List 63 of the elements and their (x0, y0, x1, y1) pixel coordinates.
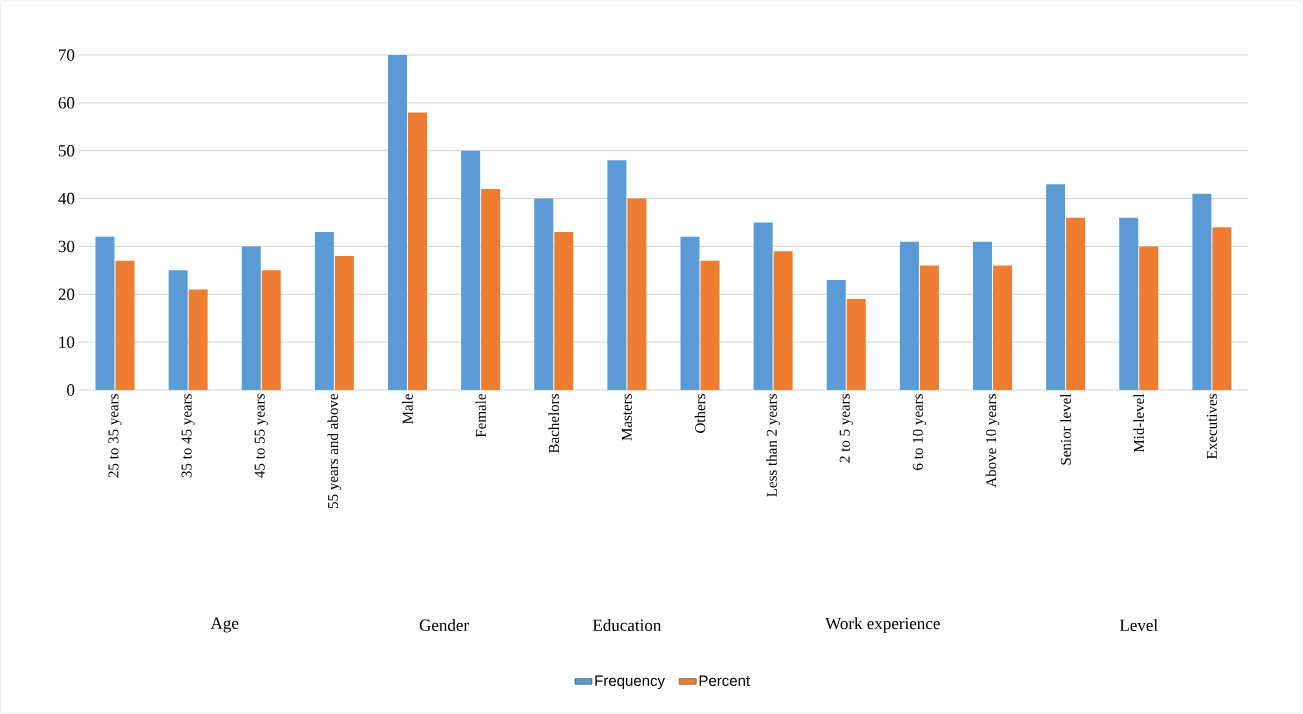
bar (899, 241, 919, 390)
x-tick-label: 45 to 55 years (254, 394, 268, 478)
bar (334, 256, 354, 390)
bar (773, 251, 793, 390)
bar (408, 112, 427, 390)
bar (1066, 217, 1086, 390)
bar (993, 265, 1012, 390)
bar (1046, 184, 1066, 390)
bar (241, 246, 261, 390)
y-tick-label: 20 (58, 288, 75, 301)
text: Gender (419, 619, 469, 631)
bar (115, 260, 135, 390)
legend-label: Percent (699, 675, 750, 686)
bar (481, 189, 501, 390)
bar (607, 160, 627, 390)
bar (846, 299, 866, 390)
x-tick-label: 2 to 5 years (839, 394, 853, 463)
x-tick-label: Bachelors (548, 394, 560, 454)
x-tick-label: Masters (621, 394, 632, 441)
bar (973, 241, 992, 390)
x-tick-label: Less than 2 years (766, 394, 780, 497)
bar (1212, 227, 1232, 390)
y-tick-label: 40 (58, 192, 75, 205)
bar (95, 236, 115, 390)
bar (680, 236, 700, 390)
bar (753, 222, 773, 390)
x-tick-label: Male (402, 394, 413, 424)
bar (168, 270, 188, 390)
bar (1192, 193, 1212, 390)
bar (261, 270, 281, 390)
y-tick-label: 50 (58, 144, 75, 157)
text: Education (592, 619, 662, 631)
x-tick-label: Female (475, 394, 486, 438)
bar (826, 279, 846, 390)
x-tick-label: 6 to 10 years (912, 394, 926, 470)
y-tick-label: 70 (59, 49, 75, 61)
x-tick-label: Above 10 years (985, 394, 1000, 488)
x-tick-label: 55 years and above (327, 394, 342, 509)
y-tick-label: 60 (58, 97, 75, 109)
bar (1139, 246, 1159, 390)
bar (1119, 217, 1139, 390)
y-tick-label: 30 (58, 240, 75, 253)
bar (700, 260, 720, 390)
text: Age (210, 617, 239, 633)
bar (461, 150, 481, 390)
legend-label: Frequency (595, 675, 665, 689)
bar (534, 198, 554, 390)
bar (919, 265, 939, 390)
x-tick-label: Others (694, 394, 706, 433)
text: Work experience (825, 617, 940, 633)
x-tick-label: 25 to 35 years (108, 394, 122, 478)
bar (188, 289, 208, 390)
x-tick-label: Executives (1206, 394, 1217, 459)
text: Level (1119, 619, 1158, 631)
y-tick-label: 0 (67, 384, 75, 396)
bar (388, 55, 407, 390)
bar (314, 232, 334, 390)
x-tick-label: Senior level (1060, 393, 1071, 465)
bar (554, 232, 574, 390)
y-tick-label: 10 (59, 336, 75, 348)
x-tick-label: 35 to 45 years (181, 394, 195, 478)
x-tick-label: Mid-level (1133, 393, 1145, 453)
bar (627, 198, 647, 390)
